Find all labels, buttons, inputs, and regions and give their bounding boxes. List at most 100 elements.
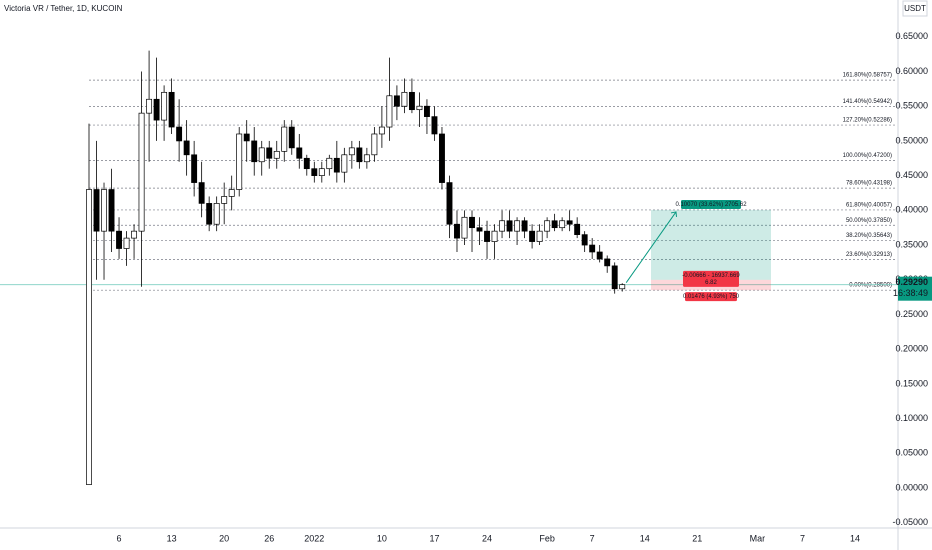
x-tick-label: 20 (219, 533, 229, 543)
candle-body (146, 98, 153, 114)
x-tick-label: 14 (850, 533, 860, 543)
last-price-badge (898, 276, 932, 301)
candle-body (138, 112, 145, 232)
candle-body (371, 133, 378, 156)
y-tick-label: 0.00000 (895, 482, 928, 492)
x-tick-label: 13 (167, 533, 177, 543)
y-tick-label: 0.25000 (895, 309, 928, 319)
fib-level-label: 78.60%(0.43198) (846, 181, 892, 187)
candle-body (611, 265, 618, 290)
candle-body (296, 147, 303, 159)
candle-body (378, 126, 385, 135)
fib-level-label: 127.20%(0.52286) (843, 118, 892, 124)
candle-body (168, 91, 175, 128)
x-tick-label: 6 (117, 533, 122, 543)
candle-body (574, 223, 581, 235)
candle-body (589, 244, 596, 253)
candle-body (281, 126, 288, 152)
chart-title: Victoria VR / Tether, 1D, KUCOIN (4, 4, 123, 13)
candle-body (559, 220, 566, 229)
y-tick-label: 0.10000 (895, 413, 928, 423)
candle-body (476, 227, 483, 232)
candle-body (288, 126, 295, 149)
candle-body (198, 182, 205, 204)
last-price-label: 0.29290 (895, 277, 928, 287)
y-tick-label: -0.05000 (892, 517, 928, 527)
entry-label-2: 6.82 (705, 280, 717, 286)
candle-body (176, 126, 183, 142)
candle-body (266, 147, 273, 159)
countdown-label: 16:38:49 (893, 288, 928, 298)
entry-label: -0.00666 - 16937.669 (682, 273, 740, 279)
candle-body (499, 220, 506, 232)
candle-body (566, 220, 573, 225)
fib-level-label: 141.40%(0.54942) (843, 99, 892, 105)
candle-body (236, 133, 243, 190)
candle-body (408, 91, 415, 111)
x-tick-label: 24 (482, 533, 492, 543)
y-tick-label: 0.45000 (895, 170, 928, 180)
candle-body (439, 133, 445, 183)
currency-box[interactable] (902, 0, 928, 17)
candle-body (243, 133, 250, 142)
candle-body (514, 220, 521, 232)
y-tick-label: 0.65000 (895, 31, 928, 41)
candle-body (161, 91, 168, 121)
y-tick-label: 0.40000 (895, 205, 928, 215)
x-tick-label: 7 (800, 533, 805, 543)
candle-body (446, 182, 453, 225)
x-tick-label: 7 (590, 533, 595, 543)
candle-body (491, 230, 498, 242)
candle-body (596, 251, 603, 260)
fib-level-label: 0.00%(0.28500) (849, 283, 892, 289)
candle-body (536, 230, 543, 242)
candle-body (153, 98, 160, 121)
target-label-bg (681, 199, 741, 209)
candle-body (108, 189, 115, 232)
y-tick-label: 0.35000 (895, 239, 928, 249)
trend-arrow (625, 211, 677, 283)
candle-body (258, 147, 265, 163)
candle-body (123, 237, 130, 249)
x-tick-label: 10 (377, 533, 387, 543)
candle-body (116, 230, 122, 249)
candle-body (521, 220, 528, 232)
candle-body (348, 147, 355, 156)
candle-body (326, 157, 333, 170)
x-tick-label: 21 (692, 533, 702, 543)
candle-body (341, 154, 348, 173)
candle-body (393, 95, 400, 107)
candle-body (228, 189, 235, 197)
candle-body (86, 189, 92, 485)
fib-level-label: 61.80%(0.40057) (846, 203, 892, 209)
y-tick-label: 0.15000 (895, 378, 928, 388)
x-tick-label: 14 (640, 533, 650, 543)
x-tick-label: 2022 (304, 533, 324, 543)
fib-level-label: 38.20%(0.35643) (846, 233, 892, 239)
x-tick-label: Mar (750, 533, 766, 543)
candle-body (191, 154, 198, 183)
position-profit-zone (651, 209, 771, 280)
candle-body (529, 230, 536, 242)
fib-level-label: 161.80%(0.58757) (843, 73, 892, 79)
target-label: 0.10070 (33.62%) 2705.62 (675, 202, 747, 208)
candle-body (333, 157, 340, 173)
candle-body (206, 203, 213, 225)
x-tick-label: 17 (429, 533, 439, 543)
candle-body (93, 189, 100, 232)
candle-body (461, 216, 468, 239)
candle-body (551, 220, 558, 229)
candle-body (101, 189, 107, 232)
currency-label[interactable]: USDT (904, 4, 926, 13)
y-tick-label: 0.55000 (895, 101, 928, 111)
stop-label: 0.01476 (4.93%) 750 (683, 294, 740, 300)
candle-body (183, 140, 190, 156)
fib-level-label: 50.00%(0.37850) (846, 218, 892, 224)
candle-body (416, 105, 423, 111)
candle-body (131, 230, 138, 239)
candle-body (311, 168, 318, 176)
candle-body (221, 196, 228, 204)
x-tick-label: Feb (539, 533, 555, 543)
candle-body (431, 116, 438, 135)
